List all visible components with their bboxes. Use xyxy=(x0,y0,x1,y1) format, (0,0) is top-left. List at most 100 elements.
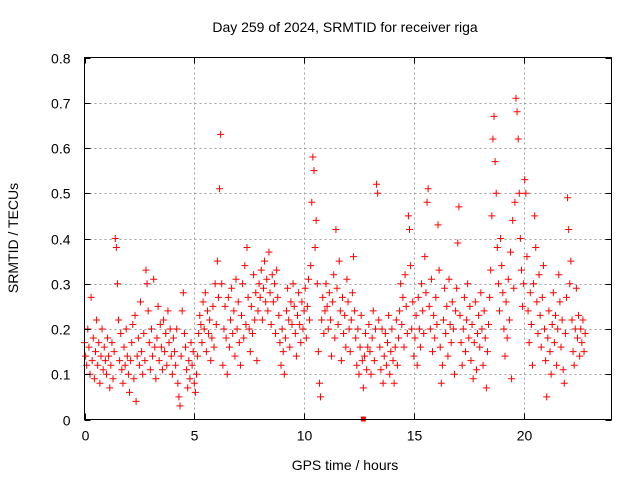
data-point xyxy=(517,266,525,274)
data-point xyxy=(319,293,327,301)
data-point xyxy=(542,357,550,365)
y-tick-label: 0.6 xyxy=(51,141,71,157)
data-point xyxy=(515,189,523,197)
data-point xyxy=(418,280,426,288)
data-point xyxy=(469,375,477,383)
data-point xyxy=(557,343,565,351)
data-point xyxy=(401,271,409,279)
data-point xyxy=(389,357,397,365)
data-point xyxy=(220,325,228,333)
data-point xyxy=(152,375,160,383)
data-point xyxy=(569,348,577,356)
data-point xyxy=(360,352,368,360)
data-point xyxy=(354,325,362,333)
data-point xyxy=(532,244,540,252)
data-point xyxy=(213,257,221,265)
data-point xyxy=(206,316,214,324)
data-point xyxy=(452,307,460,315)
data-point xyxy=(561,330,569,338)
data-point xyxy=(376,343,384,351)
data-point xyxy=(368,334,376,342)
data-point xyxy=(533,298,541,306)
data-point xyxy=(167,352,175,360)
data-point xyxy=(497,235,505,242)
data-point xyxy=(423,198,431,206)
data-point xyxy=(481,334,489,342)
data-point xyxy=(352,334,360,342)
data-point xyxy=(522,189,530,197)
data-point xyxy=(558,316,566,324)
data-point xyxy=(251,316,259,324)
data-point xyxy=(424,185,432,193)
data-point xyxy=(312,216,320,224)
data-point xyxy=(285,316,293,324)
data-point xyxy=(523,253,531,261)
data-point xyxy=(503,334,511,342)
data-point xyxy=(207,357,215,365)
data-point xyxy=(491,158,499,166)
data-point xyxy=(89,334,97,342)
data-point xyxy=(131,311,139,319)
data-point xyxy=(185,357,193,365)
data-point xyxy=(196,311,204,319)
y-tick-label: 0.4 xyxy=(51,232,71,248)
data-point xyxy=(412,311,420,319)
data-point xyxy=(202,348,210,356)
data-point xyxy=(198,339,206,347)
data-point xyxy=(242,320,250,328)
plot-frame xyxy=(84,57,612,420)
data-point xyxy=(238,311,246,319)
data-point xyxy=(258,316,266,324)
data-point xyxy=(562,293,570,301)
data-point xyxy=(365,320,373,328)
data-point xyxy=(459,325,467,333)
data-point xyxy=(466,302,474,310)
data-point xyxy=(267,320,275,328)
data-point xyxy=(208,334,216,342)
x-tick-label: 15 xyxy=(407,428,423,444)
data-point xyxy=(435,266,443,274)
data-point xyxy=(135,361,143,369)
data-point xyxy=(279,348,287,356)
data-point xyxy=(536,311,544,319)
data-point xyxy=(284,284,292,292)
data-point xyxy=(241,262,249,270)
data-point xyxy=(87,293,95,301)
data-point xyxy=(432,293,440,301)
data-point xyxy=(144,307,152,315)
data-point xyxy=(116,357,124,365)
data-point xyxy=(311,244,319,252)
data-point xyxy=(483,348,491,356)
x-axis-title: GPS time / hours xyxy=(292,457,399,473)
data-point xyxy=(176,402,184,410)
data-point xyxy=(463,316,471,324)
data-point xyxy=(160,316,168,324)
data-point xyxy=(320,330,328,338)
data-point xyxy=(224,293,232,301)
data-point xyxy=(395,334,403,342)
data-point xyxy=(500,325,508,333)
data-point xyxy=(264,307,272,315)
data-point xyxy=(122,325,130,333)
data-point xyxy=(223,370,231,378)
data-point xyxy=(535,271,543,279)
data-point xyxy=(172,361,180,369)
data-point xyxy=(505,316,513,324)
data-point xyxy=(322,280,330,288)
data-point xyxy=(82,352,90,360)
data-point xyxy=(216,185,224,193)
data-point xyxy=(501,352,509,360)
data-point xyxy=(97,352,105,360)
data-point xyxy=(475,311,483,319)
data-point xyxy=(482,384,490,392)
data-point xyxy=(287,298,295,306)
data-point xyxy=(115,316,123,324)
data-point xyxy=(142,266,150,274)
data-point xyxy=(111,235,119,242)
data-point xyxy=(494,280,502,288)
data-point xyxy=(393,361,401,369)
data-point xyxy=(225,343,233,351)
data-point xyxy=(547,370,555,378)
data-point xyxy=(315,379,323,387)
data-point xyxy=(375,316,383,324)
